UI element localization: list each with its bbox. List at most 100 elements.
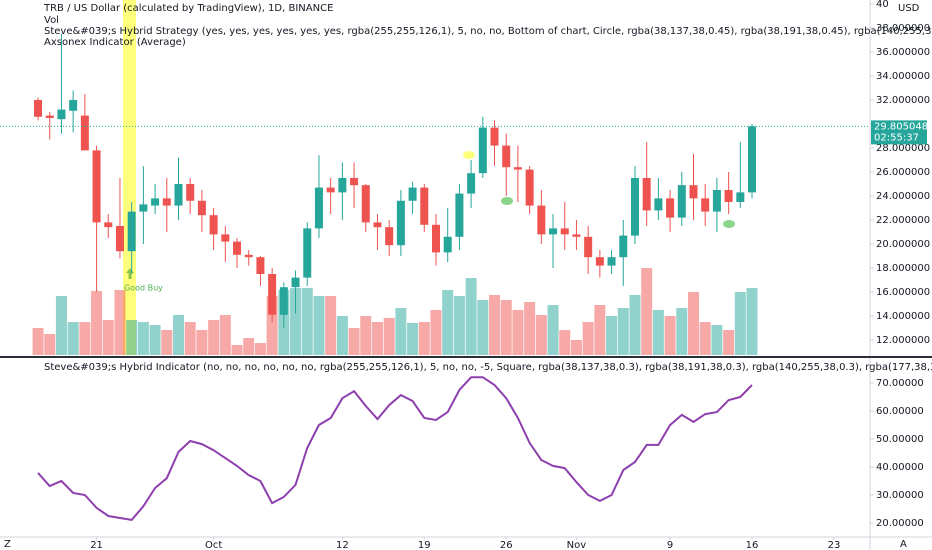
volume-bar	[418, 322, 430, 355]
candle-body	[279, 287, 288, 315]
volume-bar	[172, 315, 184, 355]
x-tick-label: 9	[667, 540, 673, 550]
volume-bar	[336, 316, 348, 355]
y-tick-label: 50.00000	[876, 434, 924, 445]
candle-body	[572, 234, 581, 237]
x-tick-label: 19	[418, 540, 431, 550]
annotation: Good Buy	[124, 284, 163, 293]
candle-body	[361, 185, 370, 223]
y-tick-label: 28.000000	[876, 143, 930, 154]
candle-body	[689, 185, 698, 199]
candle-body	[244, 254, 253, 258]
volume-bar	[266, 296, 278, 355]
volume-bar	[196, 330, 208, 355]
y-tick-label: 20.000000	[876, 239, 930, 250]
y-tick-label: 20.00000	[876, 518, 924, 529]
strategy-signal	[501, 197, 513, 205]
candle-body	[607, 257, 616, 266]
volume-bar	[676, 308, 688, 355]
x-tick-label: 12	[336, 540, 349, 550]
candle-body	[291, 277, 300, 288]
y-tick-label: 16.000000	[876, 287, 930, 298]
volume-bar	[360, 316, 372, 355]
volume-bar	[453, 296, 465, 355]
volume-bar	[371, 322, 383, 355]
candle-body	[549, 228, 558, 235]
y-tick-label: 34.000000	[876, 71, 930, 82]
volume-bar	[489, 295, 501, 355]
candle-body	[34, 99, 43, 117]
corner-label: A	[900, 539, 907, 550]
volume-bar	[32, 328, 44, 355]
volume-bar	[477, 300, 489, 355]
volume-bar	[184, 322, 196, 355]
volume-bar	[114, 290, 126, 355]
volume-bar	[161, 330, 173, 355]
candle-body	[104, 222, 113, 228]
volume-bar	[243, 338, 255, 355]
candle-body	[326, 187, 335, 193]
x-tick-label: Nov	[567, 540, 587, 550]
candle-body	[115, 225, 124, 252]
candle-body	[174, 183, 183, 206]
volume-bar	[524, 302, 536, 355]
candle-body	[443, 236, 452, 253]
candle-body	[654, 198, 663, 211]
volume-bar	[594, 305, 606, 355]
volume-bar	[723, 330, 735, 355]
candle-body	[221, 234, 230, 242]
candle-body	[139, 204, 148, 212]
y-tick-label: 40	[876, 0, 889, 10]
volume-bar	[301, 288, 313, 355]
volume-bar	[325, 296, 337, 355]
strategy-signal	[463, 151, 475, 159]
volume-bar	[617, 308, 629, 355]
volume-bar	[313, 296, 325, 355]
volume-bar	[219, 315, 231, 355]
volume-bar	[208, 320, 220, 355]
y-tick-label: 32.000000	[876, 95, 930, 106]
volume-bar	[582, 322, 594, 355]
candle-body	[619, 235, 628, 258]
candle-body	[385, 227, 394, 246]
candle-body	[666, 198, 675, 218]
volume-bar	[547, 305, 559, 355]
x-tick-label: 26	[500, 540, 513, 550]
indicator-title: Steve&#039;s Hybrid Indicator (no, no, n…	[44, 362, 932, 373]
candle-body	[350, 177, 359, 186]
y-tick-label: 36.000000	[876, 47, 930, 58]
candle-body	[69, 99, 78, 111]
candle-body	[314, 187, 323, 229]
candle-body	[209, 215, 218, 235]
candle-body	[748, 126, 757, 193]
candle-body	[268, 273, 277, 315]
candle-body	[584, 236, 593, 258]
legend-vol: Vol	[44, 15, 59, 26]
volume-bar	[652, 310, 664, 355]
candle-body	[396, 200, 405, 246]
volume-bar	[126, 320, 138, 355]
candle-body	[256, 257, 265, 274]
volume-bar	[746, 288, 758, 355]
currency: USD	[898, 3, 920, 14]
volume-bar	[687, 292, 699, 355]
candle-body	[513, 167, 522, 170]
volume-bar	[383, 318, 395, 355]
x-tick-label: 16	[746, 540, 759, 550]
candle-body	[233, 241, 242, 255]
volume-bar	[535, 315, 547, 355]
candle-body	[701, 198, 710, 212]
x-tick-label: Oct	[205, 540, 222, 550]
volume-bar	[91, 291, 103, 355]
legend-strategy: Steve&#039;s Hybrid Strategy (yes, yes, …	[44, 26, 932, 37]
y-tick-label: 24.000000	[876, 191, 930, 202]
volume-bar	[641, 268, 653, 355]
volume-bar	[395, 308, 407, 355]
volume-bar	[231, 345, 243, 355]
candle-body	[197, 200, 206, 216]
volume-bar	[699, 322, 711, 355]
candle-body	[560, 228, 569, 235]
candle-body	[736, 192, 745, 202]
candle-body	[408, 187, 417, 201]
